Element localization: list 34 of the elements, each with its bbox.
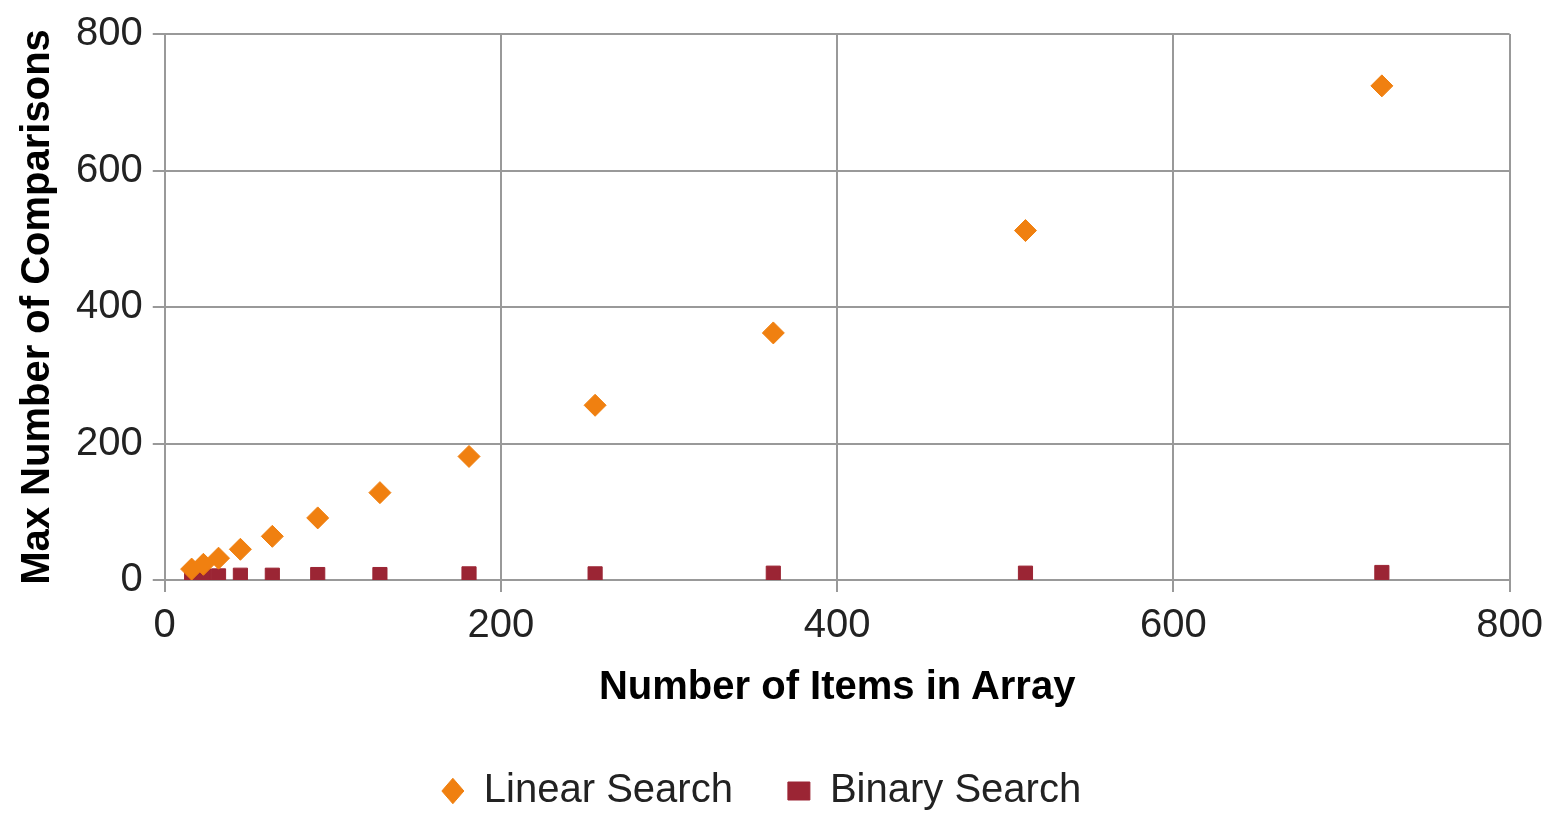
point (461, 566, 477, 580)
point (1017, 565, 1034, 580)
legend-label: Binary Search (829, 766, 1082, 811)
legend-label: Linear Search (483, 766, 733, 811)
point (232, 567, 248, 580)
y-tick-label: 800 (75, 9, 143, 54)
point (1370, 74, 1394, 98)
x-tick-label: 0 (153, 601, 176, 646)
x-tick-label: 600 (1140, 601, 1207, 646)
point (1013, 219, 1037, 243)
y-axis-title: Max Number of Comparisons (13, 29, 58, 585)
point (260, 524, 284, 548)
point (368, 481, 392, 505)
point (761, 321, 785, 345)
point (210, 568, 227, 580)
point (587, 566, 603, 580)
y-tick-label: 0 (120, 555, 143, 600)
point (310, 566, 326, 580)
point (207, 546, 231, 570)
x-axis-title: Number of Items in Array (598, 663, 1077, 708)
y-tick-label: 600 (75, 145, 143, 190)
point (306, 506, 330, 530)
point (765, 565, 781, 580)
point (372, 566, 388, 580)
x-tick-label: 800 (1476, 601, 1544, 646)
point (583, 393, 607, 417)
y-tick-label: 200 (75, 418, 143, 463)
x-tick-label: 400 (803, 601, 871, 646)
point (1374, 564, 1390, 580)
point (228, 537, 252, 561)
x-tick-label: 200 (467, 601, 535, 646)
y-tick-label: 400 (75, 282, 143, 327)
point (264, 567, 280, 580)
point (457, 444, 481, 468)
